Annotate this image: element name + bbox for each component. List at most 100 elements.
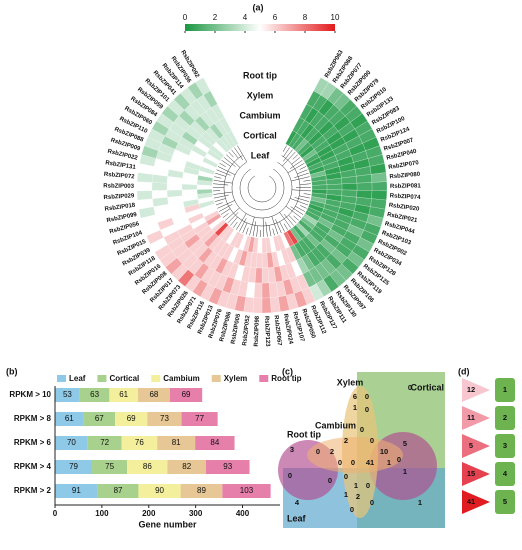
heatmap-cell (326, 183, 343, 190)
legend-swatch (211, 375, 221, 382)
venn-count: 6 (353, 392, 357, 401)
group-label: 2 (503, 413, 507, 422)
heatmap-cell (166, 183, 183, 191)
value-label: 90 (155, 486, 164, 495)
heatmap-cell (254, 267, 263, 284)
bar-segment (127, 460, 168, 474)
venn-count: 2 (356, 492, 360, 501)
bar-segment (181, 412, 218, 426)
venn-count: 1 (344, 490, 348, 499)
venn-count: 0 (366, 481, 370, 490)
dendrogram-branch (275, 219, 282, 234)
bar-segment (83, 412, 115, 426)
value-label: 93 (223, 462, 232, 471)
bar-segment (115, 412, 148, 426)
venn-count: 0 (344, 472, 348, 481)
bar-segment (147, 412, 182, 426)
dendrogram-branch (299, 195, 311, 199)
value-label: 68 (149, 390, 158, 399)
legend-swatch (97, 375, 107, 382)
dendrogram-branch (225, 154, 241, 168)
dendrogram-branch (297, 169, 308, 175)
bar-segment (222, 484, 271, 498)
panel-label: (b) (6, 366, 18, 376)
dendrogram-branch (213, 179, 233, 184)
venn-set-label: Xylem (337, 377, 364, 387)
legend-label: Leaf (69, 374, 86, 383)
bar-segment (55, 436, 88, 450)
value-label: 87 (114, 486, 123, 495)
gene-label: RsbZIP018 (104, 203, 136, 213)
legend-swatch (151, 375, 161, 382)
colorbar-tick-label: 8 (303, 13, 308, 22)
heatmap-cell (151, 190, 168, 199)
value-label: 91 (72, 486, 81, 495)
group-box (495, 378, 515, 402)
heatmap-cell (227, 130, 239, 146)
count-marker (462, 378, 490, 402)
dendrogram-branch (292, 154, 299, 160)
dendrogram-branch (291, 189, 311, 192)
group-label: 4 (503, 469, 508, 478)
legend-label: Cortical (109, 374, 139, 383)
dendrogram-branch (303, 179, 311, 182)
bar-segment (121, 436, 158, 450)
x-tick-label: 400 (236, 509, 250, 518)
bar-segment (195, 436, 235, 450)
count-marker (462, 462, 490, 486)
value-label: 75 (105, 462, 114, 471)
dendrogram-branch (265, 221, 268, 237)
venn-count: 2 (344, 436, 348, 445)
x-tick-label: 200 (142, 509, 156, 518)
dendrogram-branch (225, 207, 240, 221)
dendrogram-branch (217, 200, 235, 209)
count-label: 41 (467, 497, 475, 506)
heatmap-cell (261, 282, 271, 299)
dendrogram-branch (222, 213, 229, 218)
bar-segment (55, 484, 98, 498)
venn-count: 4 (295, 498, 300, 507)
count-label: 5 (469, 441, 473, 450)
dendrogram-branch (230, 216, 238, 226)
dendrogram-arc (223, 155, 301, 227)
value-label: 86 (143, 462, 152, 471)
dendrogram-branch (213, 183, 229, 186)
venn-count: 5 (403, 439, 407, 448)
gene-label: RsbZIP052 (242, 314, 251, 346)
y-tick-label: RPKM > 6 (14, 438, 52, 447)
dendrogram-branch (256, 225, 259, 237)
heatmap-cell (356, 182, 373, 191)
dendrogram-branch (239, 218, 247, 232)
group-label: 1 (503, 385, 507, 394)
venn-count: 0 (338, 458, 342, 467)
value-label: 103 (240, 486, 254, 495)
dendrogram-branch (249, 216, 255, 236)
colorbar-tick-label: 2 (213, 13, 218, 22)
value-label: 81 (172, 438, 181, 447)
dendrogram-branch (236, 213, 247, 230)
value-label: 73 (160, 414, 169, 423)
dendrogram-branch (285, 205, 302, 218)
x-tick-label: 100 (95, 509, 109, 518)
dendrogram-branch (291, 157, 301, 165)
dendrogram-branch (218, 204, 233, 212)
y-tick-label: RPKM > 4 (14, 462, 52, 471)
dendrogram-branch (213, 191, 233, 195)
bar-segment (55, 460, 93, 474)
venn-count: 3 (290, 445, 294, 454)
venn-count: 0 (365, 405, 369, 414)
value-label: 79 (69, 462, 78, 471)
dendrogram-branch (299, 166, 307, 170)
heatmap-cell (151, 182, 168, 191)
dendrogram-branch (231, 149, 239, 159)
count-marker (462, 406, 490, 430)
y-tick-label: RPKM > 10 (9, 390, 51, 399)
panel-label: (d) (458, 366, 470, 376)
dendrogram-branch (295, 206, 306, 212)
dendrogram-branch (290, 198, 309, 206)
gene-label: RsbZIP024 (282, 313, 294, 345)
venn-count: 1 (418, 498, 422, 507)
bar-segment (157, 436, 196, 450)
count-label: 12 (467, 385, 475, 394)
bar-segment (55, 388, 80, 402)
